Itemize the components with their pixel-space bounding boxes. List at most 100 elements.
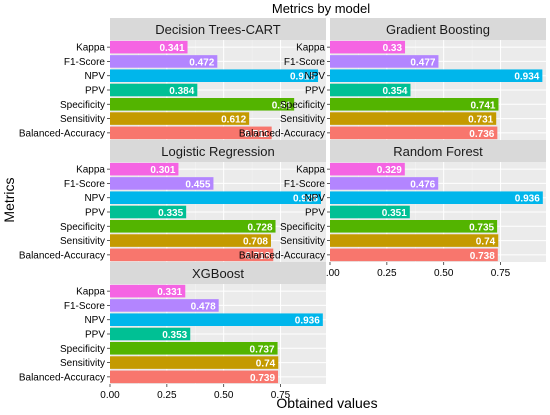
value-label-kappa: 0.331 [157, 287, 182, 298]
value-label-balanced-accuracy: 0.738 [470, 251, 495, 262]
bar-ppv [110, 83, 198, 97]
value-label-specificity: 0.735 [469, 222, 494, 233]
value-label-balanced-accuracy: 0.739 [250, 373, 275, 384]
y-tick-label: Sensitivity [280, 236, 325, 247]
y-tick-label: NPV [84, 71, 105, 82]
value-label-specificity: 0.728 [247, 222, 272, 233]
bar-kappa [110, 162, 179, 176]
y-tick-label: Balanced-Accuracy [239, 250, 325, 261]
x-tick-label: 0.00 [320, 268, 340, 279]
y-tick-label: F1-Score [64, 301, 106, 312]
bar-npv [330, 69, 543, 82]
y-tick-label: F1-Score [284, 57, 326, 68]
y-tick-label: Specificity [280, 222, 325, 233]
panel-gradient-boosting: Gradient Boosting 0.33 0.477 0.934 0.354 0.74… [239, 18, 546, 140]
bar-npv [330, 191, 543, 204]
x-tick-label: 0.50 [434, 268, 454, 279]
bar-specificity [110, 342, 278, 355]
panel-xgboost: XGBoost 0.331 0.478 0.936 0.353 0.737 0.74 0.73… [19, 262, 326, 401]
y-tick-label: Balanced-Accuracy [19, 128, 105, 139]
value-label-sensitivity: 0.731 [468, 115, 493, 126]
value-label-balanced-accuracy: 0.718 [245, 251, 270, 262]
value-label-ppv: 0.353 [162, 330, 187, 341]
value-label-kappa: 0.341 [160, 43, 185, 54]
y-tick-label: Specificity [60, 100, 105, 111]
bar-specificity [110, 98, 295, 111]
bar-sensitivity [110, 112, 250, 125]
value-label-npv: 0.936 [515, 194, 540, 205]
value-label-ppv: 0.335 [158, 208, 183, 219]
y-tick-label: Kappa [76, 287, 105, 298]
y-axis-title: Metrics [1, 177, 17, 222]
bar-ppv [110, 205, 187, 219]
y-tick-label: Sensitivity [280, 114, 325, 125]
bar-specificity [110, 220, 276, 233]
bar-kappa [330, 40, 406, 54]
y-tick-label: PPV [85, 330, 105, 341]
x-tick-label: 0.25 [377, 268, 397, 279]
panel-strip [110, 18, 326, 40]
bar-balanced-accuracy [110, 126, 272, 140]
bar-f1-score [110, 55, 218, 68]
panel-random-forest: Random Forest 0.329 0.476 0.936 0.351 0.735 0.… [239, 140, 546, 279]
bar-f1-score [110, 177, 214, 190]
bar-kappa [110, 40, 188, 54]
bar-specificity [330, 220, 498, 233]
value-label-npv: 0.936 [295, 316, 320, 327]
x-axis-title: Obtained values [276, 395, 377, 411]
y-tick-label: Kappa [76, 165, 105, 176]
value-label-ppv: 0.384 [169, 86, 194, 97]
y-tick-label: PPV [305, 86, 325, 97]
bar-kappa [110, 284, 186, 298]
value-label-kappa: 0.33 [383, 43, 403, 54]
panel-logistic-regression: Logistic Regression 0.301 0.455 0.928 0.335 0… [19, 140, 326, 262]
value-label-kappa: 0.329 [377, 165, 402, 176]
y-tick-label: NPV [304, 193, 325, 204]
y-tick-label: F1-Score [64, 179, 106, 190]
bar-kappa [330, 162, 405, 176]
y-tick-label: PPV [85, 208, 105, 219]
bar-ppv [330, 205, 410, 219]
y-tick-label: PPV [305, 208, 325, 219]
x-tick-label: 0.50 [214, 390, 234, 401]
bar-specificity [330, 98, 499, 111]
y-tick-label: Sensitivity [60, 358, 105, 369]
panel-strip [110, 262, 326, 284]
y-tick-label: Balanced-Accuracy [19, 372, 105, 383]
y-tick-label: Kappa [296, 165, 325, 176]
value-label-balanced-accuracy: 0.711 [244, 129, 269, 140]
bar-ppv [330, 83, 411, 97]
value-label-specificity: 0.737 [250, 344, 275, 355]
value-label-kappa: 0.301 [150, 165, 175, 176]
value-label-npv: 0.928 [293, 194, 318, 205]
value-label-npv: 0.934 [514, 72, 539, 83]
facet-panels: Decision Trees-CART 0.341 0.472 0.915 0.384 0… [19, 18, 546, 401]
x-tick-label: 0.75 [271, 390, 291, 401]
y-tick-label: NPV [84, 193, 105, 204]
value-label-ppv: 0.354 [382, 86, 407, 97]
y-tick-label: F1-Score [64, 57, 106, 68]
value-label-balanced-accuracy: 0.736 [469, 129, 494, 140]
panel-decision-trees-cart: Decision Trees-CART 0.341 0.472 0.915 0.384 0… [19, 18, 326, 140]
value-label-npv: 0.915 [290, 72, 315, 83]
value-label-ppv: 0.351 [382, 208, 407, 219]
x-tick-label: 0.75 [491, 268, 511, 279]
value-label-f1-score: 0.472 [189, 57, 214, 68]
value-label-f1-score: 0.476 [410, 179, 435, 190]
y-tick-label: Specificity [60, 222, 105, 233]
bar-f1-score [110, 299, 219, 312]
panel-strip-label: Logistic Regression [161, 144, 274, 159]
bar-balanced-accuracy [110, 370, 279, 384]
bar-f1-score [330, 177, 439, 190]
y-tick-label: Specificity [60, 344, 105, 355]
value-label-specificity: 0.741 [470, 100, 495, 111]
y-tick-label: F1-Score [284, 179, 326, 190]
bar-f1-score [330, 55, 439, 68]
bar-sensitivity [330, 234, 499, 247]
y-tick-label: Specificity [280, 100, 325, 111]
y-tick-label: Sensitivity [60, 114, 105, 125]
panel-strip [330, 140, 546, 162]
value-label-sensitivity: 0.74 [476, 237, 496, 248]
value-label-f1-score: 0.477 [410, 57, 435, 68]
panel-strip-label: Random Forest [393, 144, 483, 159]
